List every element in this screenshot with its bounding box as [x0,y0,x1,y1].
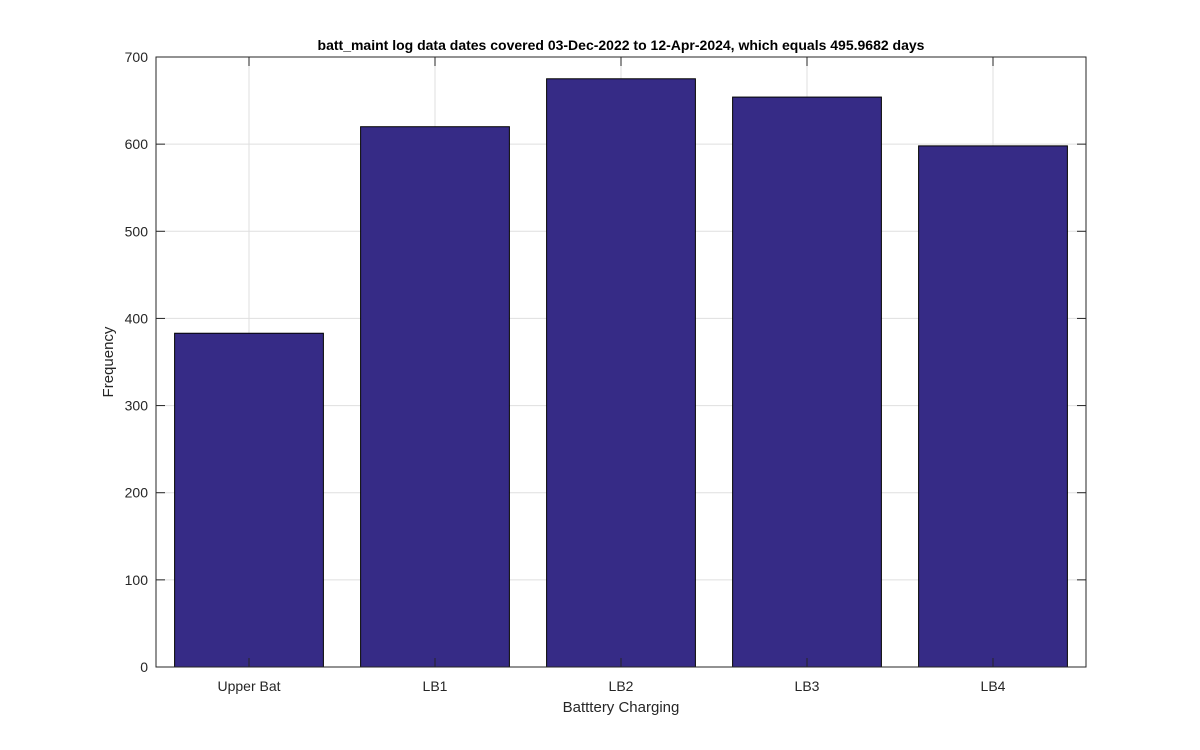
x-tick-label: Upper Bat [217,678,280,694]
ticks [156,56,1086,668]
y-tick-label: 0 [140,659,148,675]
y-tick-label: 100 [125,572,149,588]
x-axis-label: Batttery Charging [563,699,680,716]
y-tick-label: 400 [125,310,149,326]
bar-lb2 [546,78,696,668]
bar-upper-bat [174,332,324,668]
y-tick-label: 200 [125,485,149,501]
bar-lb4 [918,145,1068,668]
bars [174,78,1068,668]
x-tick-label: LB1 [423,678,448,694]
y-tick-label: 700 [125,49,149,65]
bar-lb1 [360,126,510,668]
chart-title: batt_maint log data dates covered 03-Dec… [318,37,925,53]
y-tick-labels: 0 100 200 300 400 500 600 700 [125,49,149,675]
x-tick-label: LB4 [981,678,1006,694]
x-tick-labels: Upper Bat LB1 LB2 LB3 LB4 [217,678,1005,694]
bar-lb3 [732,96,882,668]
x-tick-label: LB2 [609,678,634,694]
y-tick-label: 300 [125,398,149,414]
y-axis-label: Frequency [100,326,117,397]
y-tick-label: 600 [125,136,149,152]
x-tick-label: LB3 [795,678,820,694]
y-tick-label: 500 [125,223,149,239]
